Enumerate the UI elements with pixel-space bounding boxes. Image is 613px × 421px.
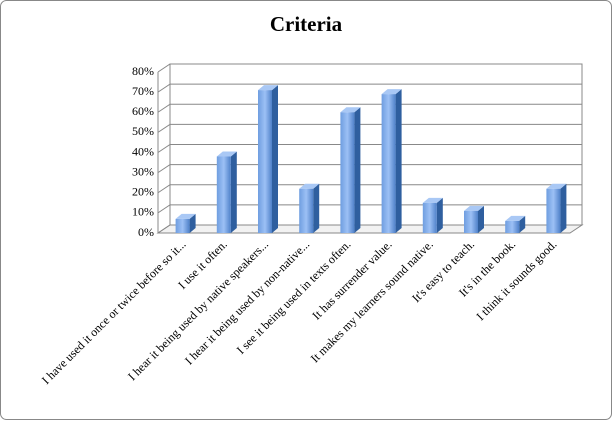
bar-side xyxy=(272,85,278,233)
grid-line xyxy=(157,204,582,214)
y-tick-label: 20% xyxy=(132,185,154,199)
grid-line xyxy=(157,144,582,153)
bar xyxy=(546,183,567,233)
bar-side xyxy=(313,183,320,233)
y-tick-label: 30% xyxy=(132,164,154,178)
grid-line xyxy=(157,123,582,133)
y-tick-label: 50% xyxy=(132,124,154,138)
grid-line xyxy=(157,103,582,113)
bar-top xyxy=(175,213,196,219)
bar-top xyxy=(381,89,402,95)
bar-side xyxy=(478,205,484,233)
bar-front xyxy=(422,202,437,233)
bar-top xyxy=(216,151,237,157)
bar xyxy=(505,215,526,233)
bar-side xyxy=(189,213,196,233)
bar xyxy=(258,85,278,233)
grid-line xyxy=(157,164,582,174)
chart-title: Criteria xyxy=(270,12,343,36)
bar xyxy=(464,205,484,233)
bar-top xyxy=(546,183,567,189)
bar-side xyxy=(354,107,361,233)
bar xyxy=(422,197,443,233)
grid-line xyxy=(157,63,582,73)
y-tick-label: 60% xyxy=(132,104,154,118)
bar-front xyxy=(175,218,190,233)
bar-side xyxy=(230,151,237,233)
bar-side xyxy=(560,183,567,233)
bar-top xyxy=(258,85,278,91)
bar-side xyxy=(519,215,526,233)
bar-side xyxy=(395,89,402,233)
bar-top xyxy=(422,197,443,203)
bar-top xyxy=(340,107,361,113)
y-tick-label: 80% xyxy=(132,64,154,78)
bar xyxy=(299,183,320,233)
bar-top xyxy=(505,215,526,221)
bar-front xyxy=(381,94,396,233)
bar xyxy=(216,151,237,233)
bar-front xyxy=(216,156,231,233)
bar-front xyxy=(546,188,561,233)
bar-front xyxy=(299,188,314,233)
grid-line xyxy=(157,83,582,93)
y-tick-label: 70% xyxy=(132,84,154,98)
bar-front xyxy=(505,220,520,233)
bar xyxy=(381,89,402,233)
bar-front xyxy=(464,210,478,233)
bar xyxy=(175,213,196,233)
bar-side xyxy=(436,197,443,233)
y-tick-label: 10% xyxy=(132,205,154,219)
bar-front xyxy=(258,90,272,233)
grid-line xyxy=(157,184,582,194)
grid-line xyxy=(157,224,582,234)
bar-front xyxy=(340,112,355,233)
bar xyxy=(340,107,361,233)
y-tick-label: 40% xyxy=(132,144,154,158)
bar-top xyxy=(464,205,484,211)
y-tick-label: 0% xyxy=(138,225,154,239)
bar-top xyxy=(299,183,320,189)
